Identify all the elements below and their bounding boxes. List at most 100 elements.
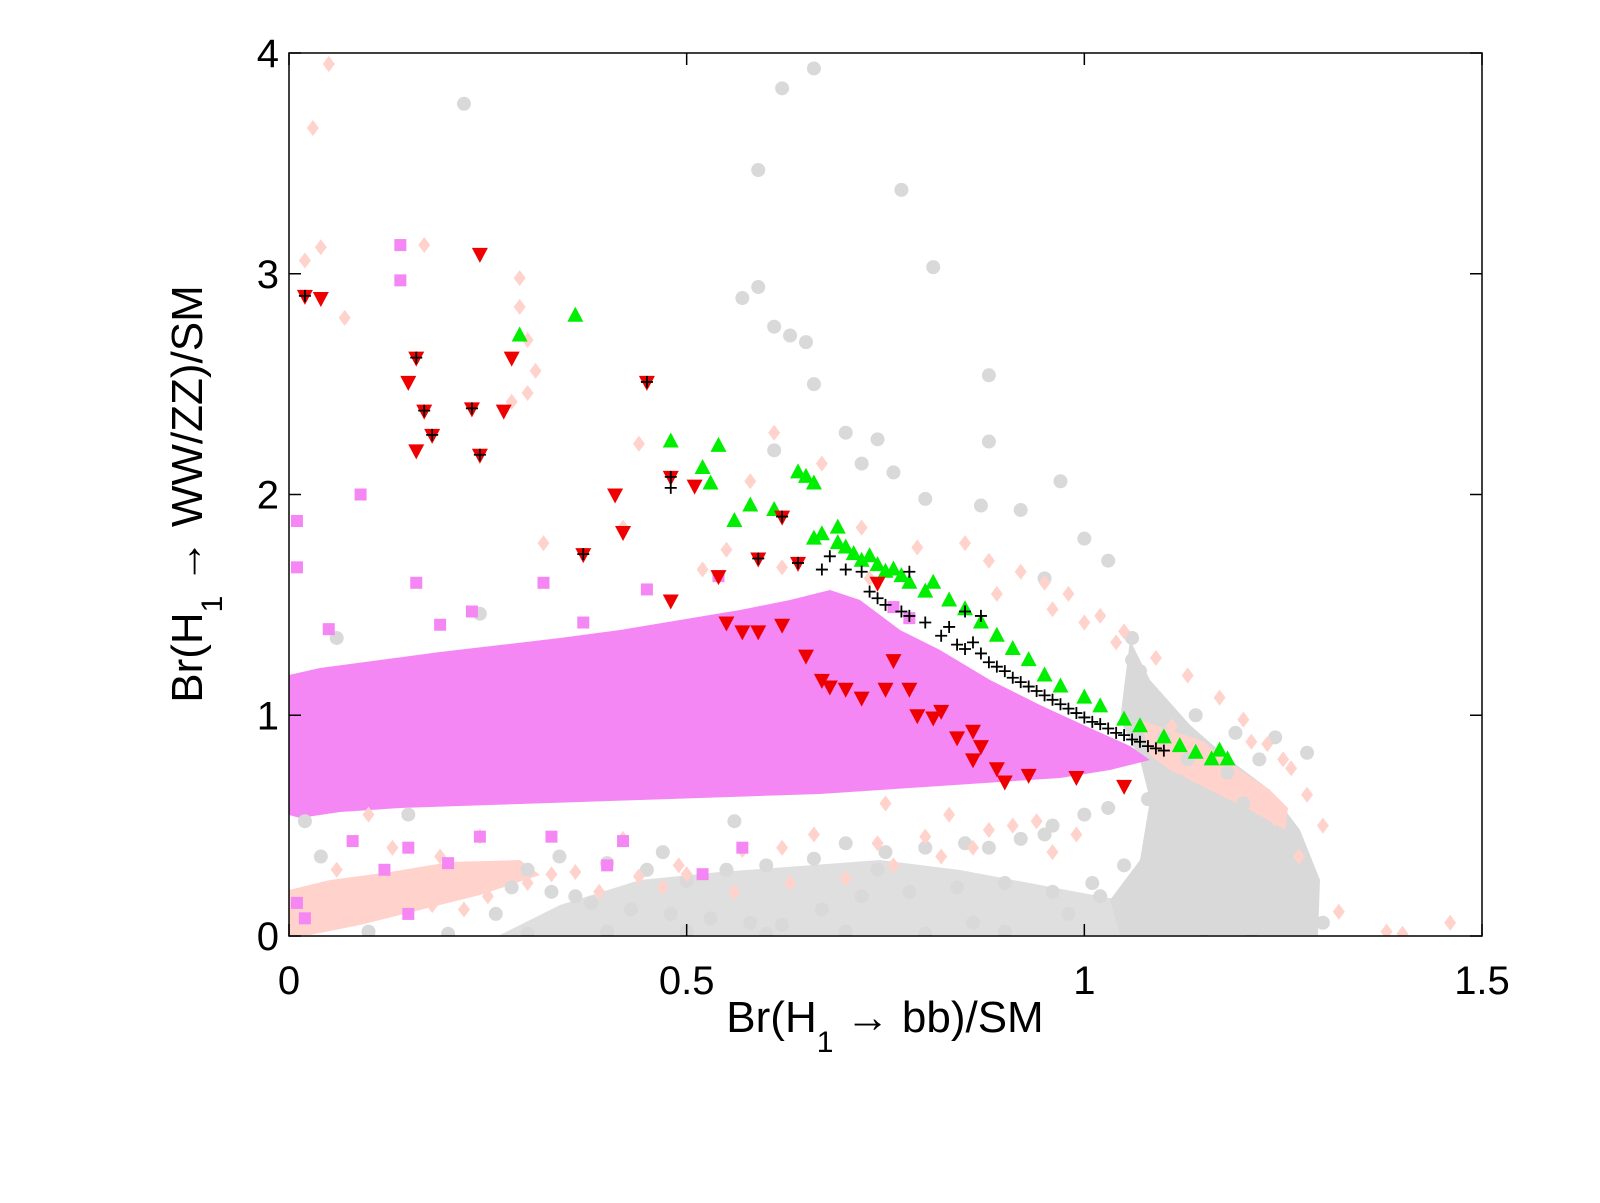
data-point-triangle-down (869, 576, 886, 592)
data-point-circle (1204, 911, 1219, 926)
data-point-diamond (306, 120, 319, 137)
data-point-square (290, 514, 303, 527)
data-point-diamond (656, 879, 669, 896)
data-point-circle (727, 814, 742, 829)
data-point-circle (1045, 884, 1060, 899)
x-tick-label: 1 (1073, 959, 1095, 1003)
dense-marker-regions (289, 590, 1320, 935)
data-point-circle (1125, 653, 1140, 668)
data-point-diamond (1269, 811, 1282, 828)
data-point-diamond (1038, 574, 1051, 591)
data-point-circle (584, 895, 599, 910)
data-point-triangle-up (901, 573, 918, 589)
data-point-diamond (680, 866, 693, 883)
data-point-circle (1300, 745, 1315, 760)
data-point-triangle-up (797, 467, 814, 483)
data-point-diamond (720, 541, 733, 558)
data-point-plus (974, 647, 987, 660)
data-point-diamond (1316, 817, 1329, 834)
data-point-circle (1236, 902, 1251, 917)
data-point-square (577, 616, 590, 629)
y-tick-label: 0 (257, 915, 279, 959)
y-tick-label: 1 (257, 694, 279, 738)
data-point-triangle-down (877, 682, 894, 698)
data-point-triangle-down (408, 444, 425, 460)
data-point-plus (1149, 742, 1162, 755)
data-point-circle (1085, 876, 1100, 891)
data-point-plus (664, 481, 677, 494)
data-point-square (696, 868, 709, 881)
data-point-plus (998, 665, 1011, 678)
data-point-diamond (457, 901, 470, 918)
data-point-diamond (815, 455, 828, 472)
data-point-plus (863, 585, 876, 598)
data-point-plus (1094, 718, 1107, 731)
series-circle (297, 61, 1330, 936)
data-point-circle (1260, 876, 1275, 891)
x-axis-title: Br(H1 → bb)/SM (726, 993, 1043, 1059)
data-point-plus (919, 616, 932, 629)
data-point-triangle-down (471, 247, 488, 263)
x-tick-label: 0 (278, 959, 300, 1003)
data-point-triangle-up (1116, 710, 1133, 726)
data-point-triangle-up (805, 474, 822, 490)
data-point-circle (1037, 827, 1052, 842)
series-square (290, 239, 916, 925)
data-point-diamond (959, 535, 972, 552)
grey-circle-dense-band (500, 860, 1120, 935)
data-point-triangle-down (909, 709, 926, 725)
data-point-plus (418, 404, 431, 417)
data-point-circle (973, 498, 988, 513)
data-point-diamond (1261, 735, 1274, 752)
data-point-circle (1228, 725, 1243, 740)
data-point-diamond (871, 835, 884, 852)
data-point-diamond (1332, 903, 1345, 920)
data-point-diamond (879, 795, 892, 812)
data-point-plus (1038, 689, 1051, 702)
data-point-circle (1180, 862, 1195, 877)
data-point-diamond (728, 883, 741, 900)
data-point-diamond (521, 384, 534, 401)
data-point-triangle-up (829, 534, 846, 550)
data-point-plus (855, 565, 868, 578)
data-point-diamond (1046, 844, 1059, 861)
data-point-circle (663, 906, 678, 921)
data-point-triangle-up (941, 591, 958, 607)
data-point-circle (1093, 889, 1108, 904)
data-point-plus (1110, 726, 1123, 739)
data-point-diamond (521, 875, 534, 892)
series-diamond (290, 56, 1457, 936)
data-point-triangle-up (893, 567, 910, 583)
data-point-circle (783, 328, 798, 343)
data-point-circle (814, 902, 829, 917)
data-point-circle (751, 279, 766, 294)
data-point-circle (1315, 915, 1330, 930)
data-point-diamond (1444, 914, 1457, 931)
data-point-triangle-up (925, 573, 942, 589)
data-point-diamond (322, 56, 335, 73)
data-point-diamond (537, 535, 550, 552)
data-point-diamond (1094, 607, 1107, 624)
data-point-triangle-up (1203, 750, 1220, 766)
data-point-square (290, 896, 303, 909)
data-point-plus (410, 351, 423, 364)
data-point-diamond (362, 806, 375, 823)
data-point-diamond (784, 875, 797, 892)
data-point-triangle-down (837, 682, 854, 698)
data-point-plus (664, 470, 677, 483)
data-point-triangle-down (813, 673, 830, 689)
data-point-circle (894, 182, 909, 197)
data-point-square (465, 605, 478, 618)
data-point-triangle-down (821, 680, 838, 696)
data-point-triangle-up (1211, 741, 1228, 757)
data-point-circle (1013, 502, 1028, 517)
data-point-circle (1196, 922, 1211, 936)
data-point-square (290, 561, 303, 574)
data-point-circle (838, 425, 853, 440)
data-point-circle (1268, 898, 1283, 913)
data-point-circle (1125, 630, 1140, 645)
data-point-plus (752, 552, 765, 565)
data-point-plus (1054, 698, 1067, 711)
data-point-diamond (545, 866, 558, 883)
